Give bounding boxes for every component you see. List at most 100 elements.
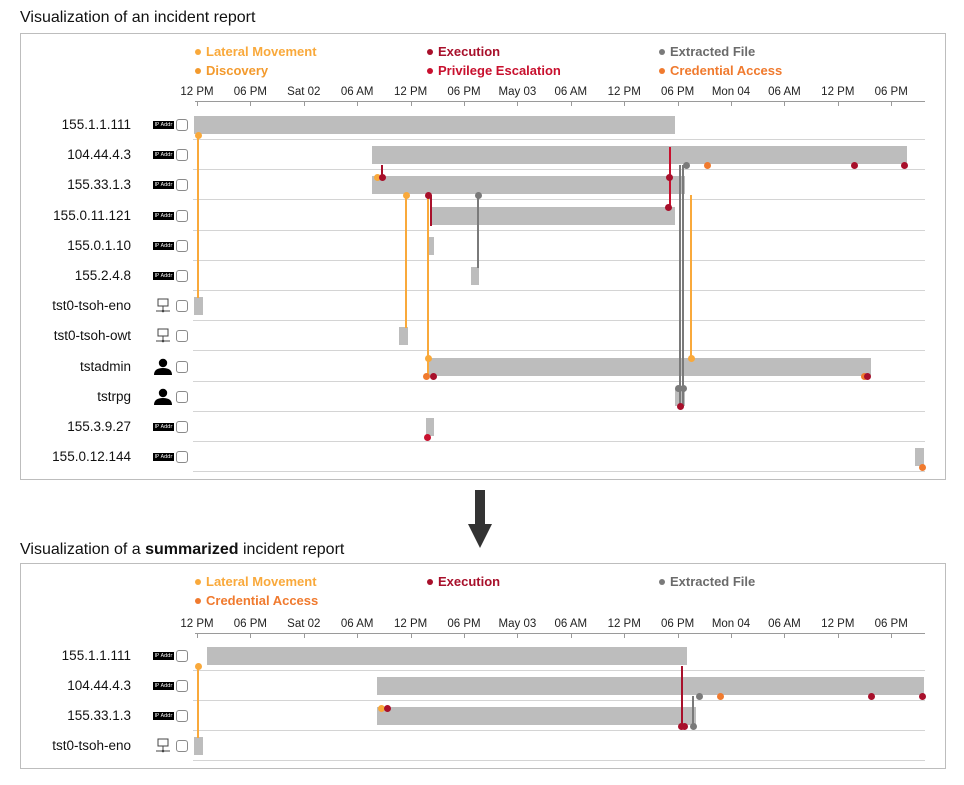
row-checkbox[interactable] bbox=[176, 740, 188, 752]
row-checkbox[interactable] bbox=[176, 300, 188, 313]
row-checkbox[interactable] bbox=[176, 680, 188, 692]
legend-credential-access[interactable]: Credential Access bbox=[195, 593, 318, 608]
event-dot[interactable] bbox=[422, 373, 430, 381]
event-dot[interactable] bbox=[674, 385, 682, 393]
event-dot[interactable] bbox=[689, 722, 697, 730]
ip-address-icon: IP Addr bbox=[153, 652, 174, 660]
event-dot[interactable] bbox=[676, 403, 684, 411]
event-link-line bbox=[692, 696, 694, 726]
legend-extracted-file[interactable]: Extracted File bbox=[659, 44, 755, 59]
event-dot[interactable] bbox=[377, 704, 385, 712]
activity-bar[interactable] bbox=[372, 176, 685, 195]
row-checkbox[interactable] bbox=[176, 421, 188, 433]
activity-bar[interactable] bbox=[427, 357, 871, 376]
event-dot[interactable] bbox=[867, 692, 875, 700]
legend-credential-access[interactable]: Credential Access bbox=[659, 63, 782, 78]
legend-execution[interactable]: Execution bbox=[427, 44, 500, 59]
row-checkbox[interactable] bbox=[176, 710, 188, 722]
event-dot[interactable] bbox=[373, 173, 381, 181]
axis-tick-mark bbox=[197, 101, 198, 106]
row-label: 155.0.11.121 bbox=[53, 207, 131, 223]
event-dot[interactable] bbox=[918, 463, 926, 471]
row-label: 155.0.12.144 bbox=[52, 449, 131, 465]
row-checkbox[interactable] bbox=[176, 270, 188, 282]
row-checkbox[interactable] bbox=[176, 149, 188, 162]
activity-bar[interactable] bbox=[430, 206, 675, 225]
row-checkbox[interactable] bbox=[176, 451, 188, 464]
event-dot[interactable] bbox=[378, 173, 386, 181]
axis-tick-label: 06 AM bbox=[554, 86, 588, 98]
event-dot[interactable] bbox=[703, 161, 711, 169]
activity-bar[interactable] bbox=[377, 707, 696, 725]
event-dot[interactable] bbox=[423, 433, 431, 441]
activity-bar[interactable] bbox=[399, 327, 408, 346]
event-link-line bbox=[681, 666, 683, 726]
axis-tick-label: 12 PM bbox=[607, 618, 641, 630]
row-divider bbox=[193, 290, 925, 291]
activity-bar[interactable] bbox=[915, 448, 924, 467]
activity-bar[interactable] bbox=[207, 647, 687, 665]
event-dot[interactable] bbox=[665, 173, 673, 181]
legend-privilege-escalation[interactable]: Privilege Escalation bbox=[427, 63, 561, 78]
event-dot[interactable] bbox=[682, 161, 690, 169]
activity-bar[interactable] bbox=[194, 297, 203, 316]
legend-dot-icon bbox=[195, 67, 201, 74]
legend-dot-icon bbox=[195, 48, 201, 55]
axis-tick-label: 06 PM bbox=[447, 86, 481, 98]
event-dot[interactable] bbox=[194, 131, 202, 139]
row-divider bbox=[193, 380, 925, 382]
row-checkbox[interactable] bbox=[176, 209, 188, 222]
row-checkbox[interactable] bbox=[176, 360, 188, 373]
activity-bar[interactable] bbox=[372, 146, 907, 165]
event-dot[interactable] bbox=[474, 191, 482, 199]
legend-dot-icon bbox=[195, 578, 201, 585]
user-icon bbox=[154, 358, 172, 375]
legend-label: Extracted File bbox=[670, 44, 756, 59]
axis-tick-label: Mon 04 bbox=[711, 86, 751, 98]
row-checkbox[interactable] bbox=[176, 650, 188, 662]
event-dot[interactable] bbox=[679, 385, 687, 393]
event-dot[interactable] bbox=[424, 355, 432, 363]
activity-bar[interactable] bbox=[194, 737, 203, 755]
event-dot[interactable] bbox=[918, 692, 926, 700]
ip-address-icon: IP Addr bbox=[153, 272, 174, 280]
row-divider bbox=[193, 320, 925, 322]
event-dot[interactable] bbox=[687, 355, 695, 363]
activity-bar[interactable] bbox=[427, 236, 434, 255]
event-dot[interactable] bbox=[863, 373, 871, 381]
activity-bar[interactable] bbox=[471, 267, 479, 285]
event-dot[interactable] bbox=[716, 692, 724, 700]
row-checkbox[interactable] bbox=[176, 119, 188, 131]
event-dot[interactable] bbox=[695, 692, 703, 700]
row-label: 155.33.1.3 bbox=[67, 708, 131, 723]
axis-tick-mark bbox=[891, 101, 893, 106]
legend-discovery[interactable]: Discovery bbox=[195, 63, 268, 78]
legend-lateral-movement[interactable]: Lateral Movement bbox=[195, 574, 317, 589]
event-dot[interactable] bbox=[900, 161, 908, 169]
legend-execution[interactable]: Execution bbox=[427, 574, 500, 589]
row-checkbox[interactable] bbox=[176, 239, 188, 252]
ip-address-icon: IP Addr bbox=[153, 211, 174, 220]
event-dot[interactable] bbox=[402, 191, 410, 199]
row-checkbox[interactable] bbox=[176, 179, 188, 192]
event-dot[interactable] bbox=[850, 161, 858, 169]
event-dot[interactable] bbox=[429, 373, 437, 381]
event-dot[interactable] bbox=[424, 191, 432, 199]
event-dot[interactable] bbox=[680, 722, 688, 730]
row-label: tstrpg bbox=[97, 388, 131, 404]
legend-extracted-file[interactable]: Extracted File bbox=[659, 574, 755, 589]
legend-lateral-movement[interactable]: Lateral Movement bbox=[195, 44, 317, 59]
event-dot[interactable] bbox=[664, 204, 672, 212]
event-dot[interactable] bbox=[194, 662, 202, 670]
row-checkbox[interactable] bbox=[176, 390, 188, 403]
activity-bar[interactable] bbox=[194, 116, 675, 134]
axis-tick-mark bbox=[303, 633, 305, 638]
row-checkbox[interactable] bbox=[176, 330, 188, 343]
activity-bar[interactable] bbox=[377, 677, 924, 695]
event-dot[interactable] bbox=[383, 704, 391, 712]
axis-tick-label: 06 PM bbox=[233, 86, 268, 98]
activity-bar[interactable] bbox=[426, 418, 434, 436]
bottom-caption-prefix: Visualization of a bbox=[20, 541, 146, 558]
axis-tick-label: 06 AM bbox=[554, 618, 588, 630]
axis-tick-label: May 03 bbox=[498, 86, 537, 98]
